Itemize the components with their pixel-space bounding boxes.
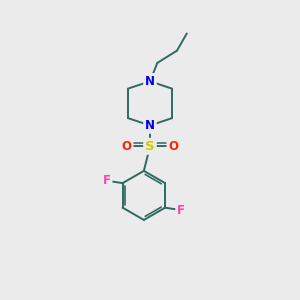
Text: F: F (103, 174, 111, 187)
Text: N: N (145, 75, 155, 88)
Text: F: F (177, 204, 185, 217)
Text: O: O (168, 140, 178, 153)
Text: N: N (145, 119, 155, 132)
Text: S: S (145, 140, 155, 153)
Text: O: O (122, 140, 132, 153)
